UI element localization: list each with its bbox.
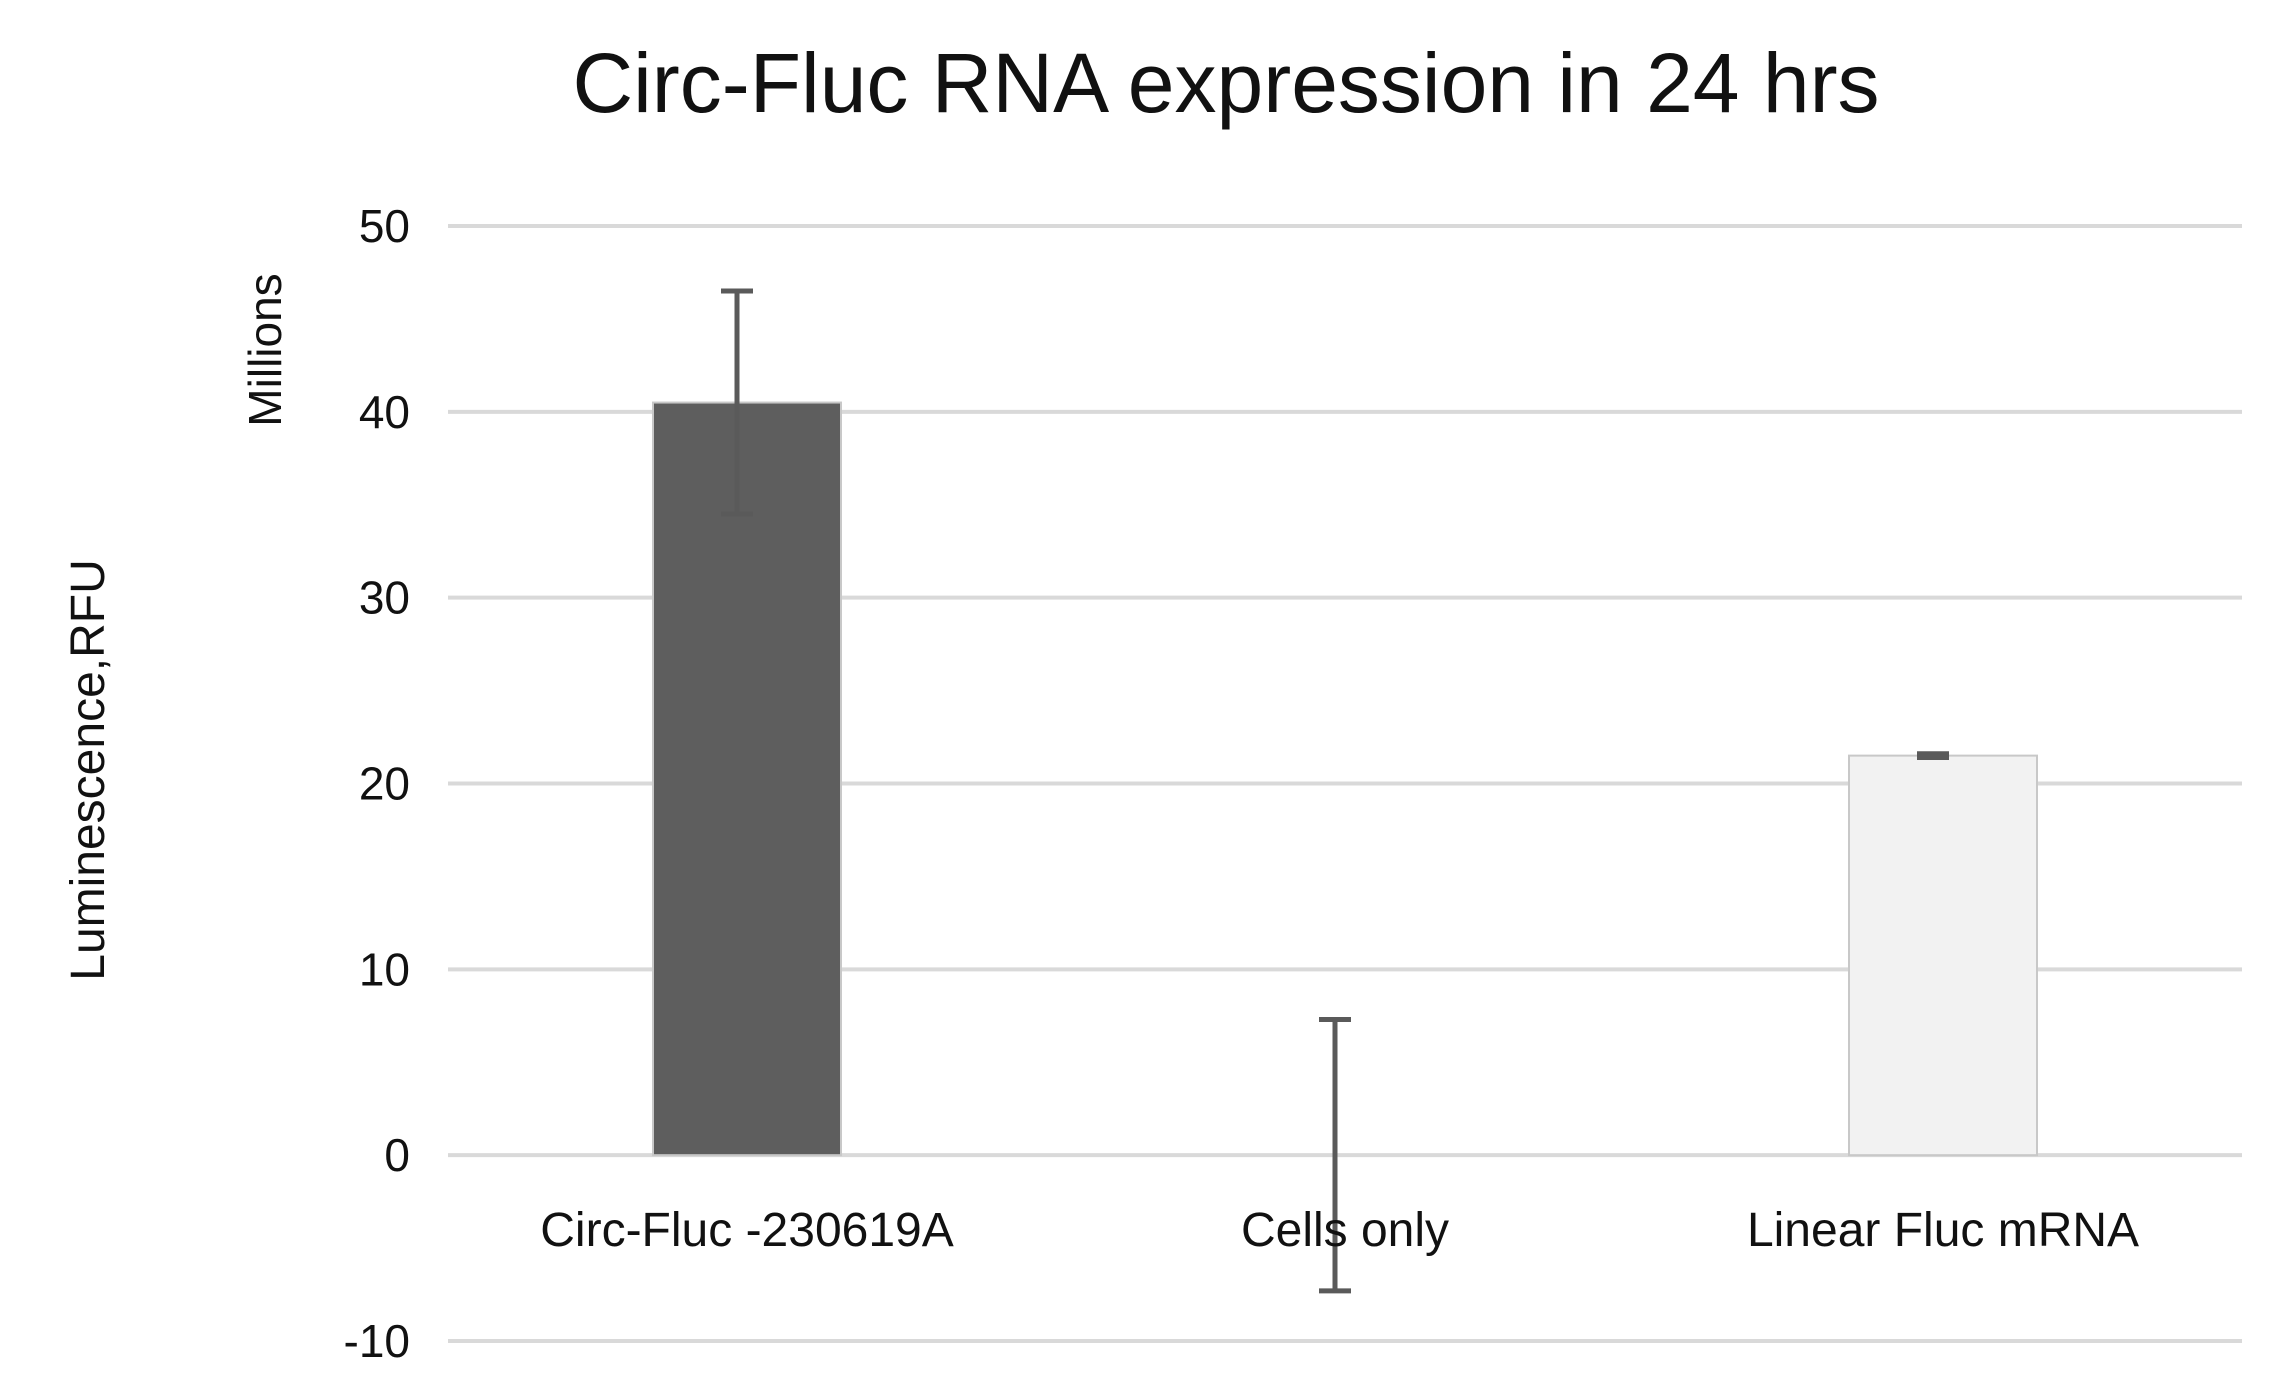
error-bars (721, 288, 1949, 1294)
y-axis-unit-label: Millions (239, 273, 291, 426)
y-tick-label: -10 (344, 1315, 410, 1367)
y-tick-label: 10 (359, 943, 410, 995)
x-category-label: Circ-Fluc -230619A (540, 1204, 953, 1257)
x-category-label: Cells only (1241, 1204, 1449, 1257)
y-tick-label: 0 (384, 1129, 410, 1181)
y-axis-label: Luminescence,RFU (62, 559, 115, 981)
bar (652, 401, 842, 1157)
chart-title: Circ-Fluc RNA expression in 24 hrs (572, 36, 1879, 130)
y-tick-label: 20 (359, 758, 410, 810)
y-tick-label: 50 (359, 200, 410, 252)
x-axis-categories: Circ-Fluc -230619A Cells only Linear Fluc … (540, 1204, 2139, 1257)
x-category-label: Linear Fluc mRNA (1747, 1204, 2139, 1257)
y-tick-label: 30 (359, 572, 410, 624)
bar (1848, 754, 2038, 1157)
y-axis-ticks: 50 40 30 20 10 0 -10 (344, 200, 410, 1367)
y-tick-label: 40 (359, 386, 410, 438)
bars (652, 401, 2038, 1157)
